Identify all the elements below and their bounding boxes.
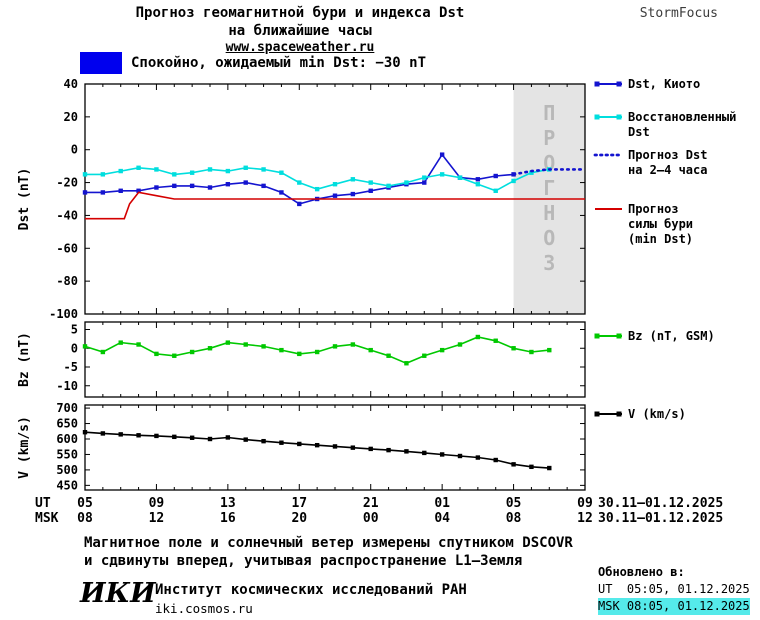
svg-text:450: 450 — [56, 478, 78, 492]
page-title: Прогноз геомагнитной бури и индекса Dst — [135, 5, 465, 21]
footnote-line-2: и сдвинуты вперед, учитывая распростране… — [84, 553, 523, 569]
svg-text:13: 13 — [220, 496, 236, 511]
svg-text:О: О — [543, 226, 555, 250]
svg-text:500: 500 — [56, 463, 78, 477]
svg-text:08: 08 — [506, 511, 522, 526]
svg-text:00: 00 — [363, 511, 379, 526]
svg-text:на 2–4 часа: на 2–4 часа — [628, 163, 707, 177]
svg-text:V (km/s): V (km/s) — [628, 407, 686, 421]
brand-label: StormFocus — [639, 6, 718, 21]
svg-text:-100: -100 — [49, 307, 78, 321]
svg-text:01: 01 — [434, 496, 450, 511]
svg-text:Восстановленный: Восстановленный — [628, 110, 736, 124]
status-text: Спокойно, ожидаемый min Dst: −30 nT — [131, 55, 427, 71]
svg-text:UT: UT — [35, 496, 51, 511]
svg-text:Dst (nT): Dst (nT) — [17, 168, 32, 231]
svg-text:О: О — [543, 151, 555, 175]
svg-text:(min Dst): (min Dst) — [628, 232, 693, 246]
svg-text:Dst: Dst — [628, 125, 650, 139]
svg-text:-20: -20 — [56, 176, 78, 190]
svg-text:-80: -80 — [56, 274, 78, 288]
svg-text:Р: Р — [543, 126, 555, 150]
status-color-swatch — [80, 52, 122, 74]
svg-text:17: 17 — [291, 496, 307, 511]
svg-text:04: 04 — [434, 511, 450, 526]
svg-text:30.11–01.12.2025: 30.11–01.12.2025 — [598, 496, 723, 511]
updated-at-block: Обновлено в: UT 05:05, 01.12.2025 MSK 08… — [598, 564, 750, 615]
svg-text:Dst, Киото: Dst, Киото — [628, 77, 700, 91]
svg-text:5: 5 — [71, 323, 78, 337]
footnote: Магнитное поле и солнечный ветер измерен… — [84, 534, 573, 570]
svg-text:Прогноз Dst: Прогноз Dst — [628, 148, 707, 162]
svg-text:09: 09 — [577, 496, 593, 511]
svg-text:Г: Г — [543, 176, 555, 200]
svg-text:600: 600 — [56, 432, 78, 446]
updated-label: Обновлено в: — [598, 565, 685, 579]
svg-text:Прогноз: Прогноз — [628, 202, 679, 216]
svg-text:Bz (nT, GSM): Bz (nT, GSM) — [628, 329, 715, 343]
svg-text:09: 09 — [149, 496, 165, 511]
svg-text:20: 20 — [291, 511, 307, 526]
storm-status-banner: Спокойно, ожидаемый min Dst: −30 nT — [80, 52, 426, 74]
svg-text:12: 12 — [149, 511, 165, 526]
svg-text:З: З — [543, 251, 555, 275]
svg-text:П: П — [543, 101, 555, 125]
updated-ut: UT 05:05, 01.12.2025 — [598, 582, 750, 596]
institute-name: Институт космических исследований РАН — [155, 582, 467, 598]
page-subtitle: на ближайшие часы — [228, 23, 372, 39]
iki-logo: ИКИ — [80, 578, 156, 609]
svg-text:40: 40 — [64, 77, 78, 91]
svg-text:-10: -10 — [56, 379, 78, 393]
svg-text:650: 650 — [56, 417, 78, 431]
svg-text:21: 21 — [363, 496, 379, 511]
updated-msk: MSK 08:05, 01.12.2025 — [598, 598, 750, 615]
svg-text:Bz (nT): Bz (nT) — [17, 332, 32, 387]
svg-text:V (km/s): V (km/s) — [17, 416, 32, 479]
iki-site-link[interactable]: iki.cosmos.ru — [155, 601, 253, 616]
svg-text:Н: Н — [543, 201, 555, 225]
svg-text:700: 700 — [56, 401, 78, 415]
svg-text:-60: -60 — [56, 241, 78, 255]
svg-text:0: 0 — [71, 341, 78, 355]
svg-text:MSK: MSK — [35, 511, 59, 526]
svg-text:16: 16 — [220, 511, 236, 526]
svg-text:силы бури: силы бури — [628, 217, 693, 231]
svg-text:-40: -40 — [56, 208, 78, 222]
svg-text:0: 0 — [71, 143, 78, 157]
svg-text:05: 05 — [506, 496, 522, 511]
svg-text:05: 05 — [77, 496, 93, 511]
footnote-line-1: Магнитное поле и солнечный ветер измерен… — [84, 535, 573, 551]
svg-text:550: 550 — [56, 447, 78, 461]
svg-text:12: 12 — [577, 511, 593, 526]
spaceweather-link[interactable]: www.spaceweather.ru — [225, 40, 375, 55]
svg-text:-5: -5 — [64, 360, 78, 374]
svg-text:08: 08 — [77, 511, 93, 526]
svg-text:20: 20 — [64, 110, 78, 124]
svg-text:30.11–01.12.2025: 30.11–01.12.2025 — [598, 511, 723, 526]
